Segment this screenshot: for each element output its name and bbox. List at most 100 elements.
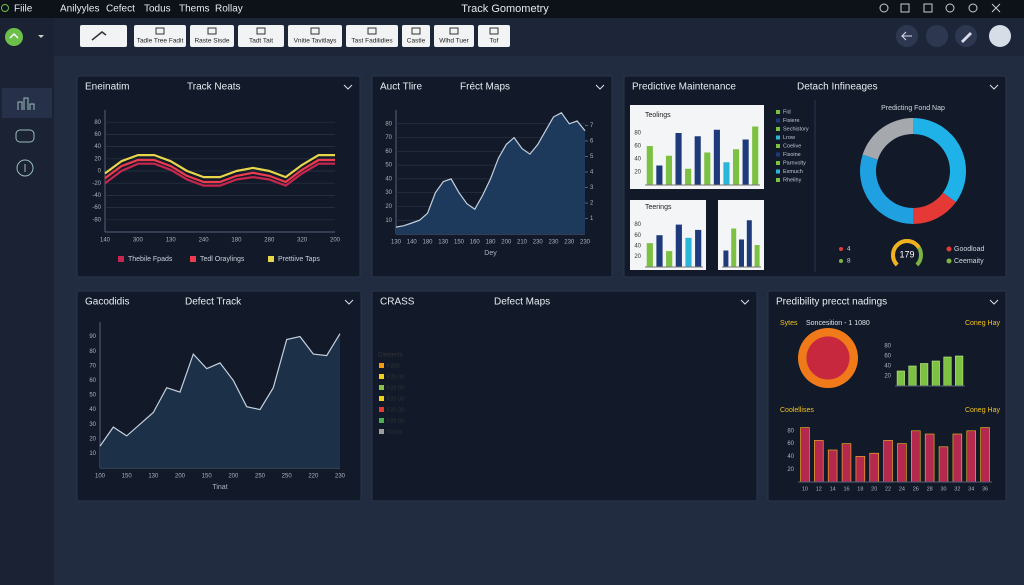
x-tick-label: 32 [954,486,960,492]
user-icon[interactable] [968,3,978,13]
tool-label: Vnitie Tavitlays [294,38,338,45]
x-tick-label: 14 [830,486,836,492]
y-tick-label: 70 [385,135,392,141]
bar [931,360,940,387]
tool-button[interactable] [134,25,186,47]
x-tick-label: 320 [297,238,308,244]
x-tick-label: 130 [166,238,177,244]
bar [827,449,838,483]
legend-label: Coelive [783,143,801,149]
legend-swatch [190,256,196,262]
y2-tick-label: 1 [590,216,594,222]
tool-icon [449,27,459,35]
panel-title: Fréct Maps [460,82,510,93]
bar [739,239,744,267]
bar [746,220,752,267]
y-tick-label: 80 [385,121,392,127]
legend-label: Parnvolty [783,160,806,166]
tool-button[interactable] [346,25,398,47]
x-tick-label: 300 [133,238,144,244]
close-icon[interactable] [991,3,1001,13]
tool-button[interactable] [190,25,234,47]
bar [908,365,917,387]
y-tick-label: 50 [89,393,96,399]
y-tick-label: 80 [634,131,641,137]
share-button[interactable] [926,25,948,47]
panel-menu[interactable] [989,299,999,305]
bar [800,427,810,483]
bar [855,456,866,483]
panel-title: Track Neats [187,82,241,93]
line [104,158,335,184]
tool-button[interactable] [402,25,430,47]
y-tick-label: 10 [385,218,392,224]
chart-title: Teolings [645,112,671,119]
bar [666,251,673,267]
panel-menu[interactable] [989,84,999,90]
y-tick-label: 0 [98,169,102,175]
x-axis-label: Dey [484,250,497,257]
map-legend-label: F20 00 [387,396,404,402]
panel-menu[interactable] [595,84,605,90]
nav-info-icon[interactable] [16,159,34,177]
area [396,112,585,234]
tool-button[interactable] [478,25,510,47]
x-tick-label: 140 [100,238,111,244]
tool-icon [310,27,320,35]
chart-title: Predicting Fond Nap [881,105,945,112]
tool-icon [207,27,217,35]
x-tick-label: 200 [501,240,512,246]
tool-label: Tof [490,38,499,45]
copy-icon[interactable] [900,3,910,13]
gauge-value-label: 179 [899,249,914,259]
app-logo[interactable] [5,28,23,46]
x-tick-label: 220 [308,474,319,480]
nav-chart-icon [17,97,35,110]
x-tick-label: 230 [533,240,544,246]
donut-slice [913,192,956,224]
nav-active[interactable] [2,88,52,118]
y-tick-label: 60 [884,354,891,360]
back-glyph [900,31,912,41]
tool-icon [155,27,165,35]
map-legend-swatch [379,418,384,423]
x-tick-label: 28 [927,486,933,492]
menu-bar [0,0,1024,18]
y-tick-label: 40 [634,157,641,163]
map-legend-label: F20 00 [387,374,404,380]
x-tick-label: 130 [438,240,449,246]
map-legend-swatch [379,385,384,390]
map-legend-label: F20 00 [387,418,404,424]
settings-icon[interactable] [945,3,955,13]
chat-button[interactable] [989,25,1011,47]
x-tick-label: 230 [580,240,591,246]
y-tick-label: 40 [884,364,891,370]
x-tick-label: 18 [857,486,863,492]
dropdown[interactable] [38,35,44,38]
panel-menu[interactable] [344,299,354,305]
y-tick-label: 80 [787,428,794,434]
tool-button[interactable] [238,25,284,47]
legend-label: Thebile Fpads [128,256,173,263]
tool-button[interactable] [80,25,127,47]
y-tick-label: 40 [89,407,96,413]
tool-icon [489,27,499,35]
legend-swatch [776,152,780,157]
chart-subtitle: Soncesition - 1 1080 [806,320,870,327]
legend-label: Rhelihy [783,177,802,183]
grid-icon[interactable] [923,3,933,13]
search-icon[interactable] [879,3,889,13]
tool-button[interactable] [434,25,474,47]
y-tick-label: 20 [884,374,891,380]
bar [841,443,852,483]
panel-menu[interactable] [740,299,750,305]
gauge-value [891,239,921,267]
tool-button[interactable] [288,25,342,47]
chart-title: Teerings [645,204,672,211]
panel-menu[interactable] [343,84,353,90]
app-title: Track Gomometry [461,3,549,15]
y-tick-label: -40 [92,193,101,199]
x-tick-label: 160 [470,240,481,246]
nav-map-icon[interactable] [15,129,35,143]
